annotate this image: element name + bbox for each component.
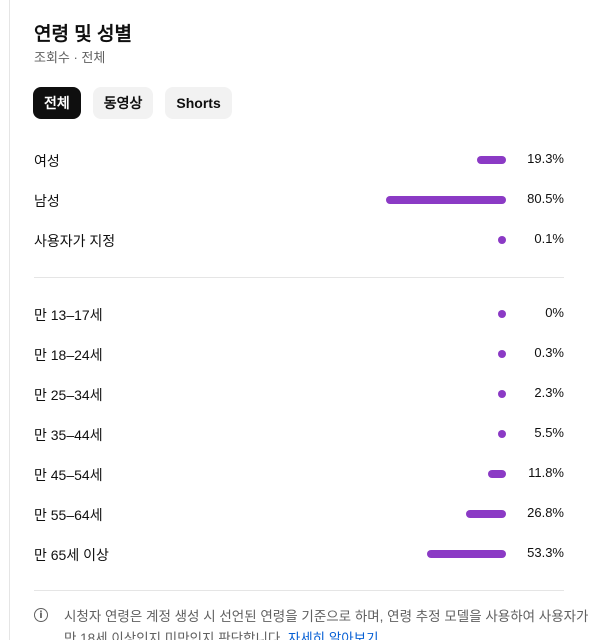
gender-percent: 19.3% [527, 151, 564, 166]
gender-row: 여성 19.3% [34, 150, 564, 170]
section-divider [34, 277, 564, 278]
age-dot [498, 350, 506, 358]
age-percent: 53.3% [527, 545, 564, 560]
gender-row: 사용자가 지정 0.1% [34, 230, 564, 250]
age-label: 만 35–44세 [34, 427, 103, 443]
gender-label: 남성 [34, 193, 60, 209]
gender-bar [386, 196, 506, 204]
gender-bar [477, 156, 506, 164]
gender-percent: 0.1% [534, 231, 564, 246]
gender-label: 사용자가 지정 [34, 233, 116, 249]
age-dot [498, 430, 506, 438]
chip-videos[interactable]: 동영상 [92, 87, 154, 119]
age-row: 만 35–44세 5.5% [34, 424, 564, 444]
age-bar [488, 470, 506, 478]
footer-divider [34, 590, 564, 591]
age-percent: 0% [545, 305, 564, 320]
card-title: 연령 및 성별 [34, 24, 132, 45]
chip-all[interactable]: 전체 [33, 87, 81, 119]
age-percent: 0.3% [534, 345, 564, 360]
age-label: 만 13–17세 [34, 307, 103, 323]
age-dot [498, 310, 506, 318]
age-row: 만 55–64세 26.8% [34, 504, 564, 524]
age-label: 만 25–34세 [34, 387, 103, 403]
age-label: 만 55–64세 [34, 507, 103, 523]
age-row: 만 65세 이상 53.3% [34, 544, 564, 564]
gender-dot [498, 236, 506, 244]
info-icon: i [34, 608, 48, 622]
gender-label: 여성 [34, 153, 60, 169]
age-bar [466, 510, 506, 518]
filter-chips: 전체 동영상 Shorts [33, 87, 232, 119]
age-label: 만 45–54세 [34, 467, 103, 483]
card-subtitle: 조회수 · 전체 [34, 50, 106, 65]
age-label: 만 65세 이상 [34, 547, 109, 563]
learn-more-link[interactable]: 자세히 알아보기 [287, 631, 379, 640]
age-dot [498, 390, 506, 398]
age-row: 만 18–24세 0.3% [34, 344, 564, 364]
age-percent: 26.8% [527, 505, 564, 520]
age-percent: 11.8% [528, 465, 564, 480]
age-row: 만 45–54세 11.8% [34, 464, 564, 484]
footnote-text: 시청자 연령은 계정 생성 시 선언된 연령을 기준으로 하며, 연령 추정 모… [64, 606, 604, 640]
age-row: 만 13–17세 0% [34, 304, 564, 324]
age-bar [427, 550, 506, 558]
footnote-body: 시청자 연령은 계정 생성 시 선언된 연령을 기준으로 하며, 연령 추정 모… [64, 609, 589, 640]
age-label: 만 18–24세 [34, 347, 103, 363]
age-percent: 5.5% [534, 425, 564, 440]
age-gender-card [9, 0, 605, 640]
age-row: 만 25–34세 2.3% [34, 384, 564, 404]
age-percent: 2.3% [534, 385, 564, 400]
gender-percent: 80.5% [527, 191, 564, 206]
gender-row: 남성 80.5% [34, 190, 564, 210]
chip-shorts[interactable]: Shorts [165, 87, 232, 119]
